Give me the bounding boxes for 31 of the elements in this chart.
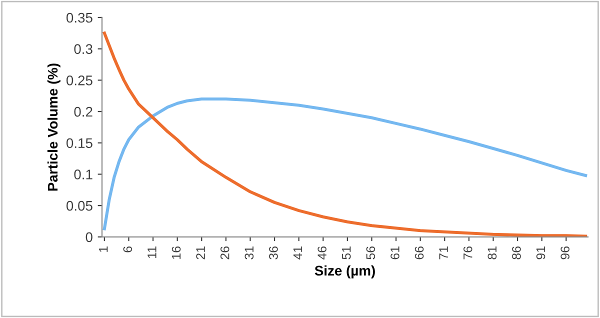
x-tick-label: 31 xyxy=(244,246,254,260)
x-tick-label: 1 xyxy=(99,246,108,252)
x-tick-label: 36 xyxy=(269,246,278,260)
x-tick-label: 66 xyxy=(414,246,424,260)
y-tick-label: 0 xyxy=(86,232,92,242)
x-tick-label: 81 xyxy=(488,246,497,260)
x-tick-label: 96 xyxy=(560,246,570,260)
x-tick-label: 16 xyxy=(172,246,181,259)
x-tick-label: 41 xyxy=(293,246,302,260)
x-tick-label: 11 xyxy=(148,246,156,258)
y-axis-title: Particle Volume (%) xyxy=(47,64,60,191)
y-tick-label: 0.3 xyxy=(74,44,92,54)
x-tick-label: 6 xyxy=(123,246,132,252)
y-tick-label: 0.05 xyxy=(66,200,92,211)
line-series xyxy=(102,97,588,230)
x-tick-label: 21 xyxy=(196,246,205,260)
x-tick-label: 51 xyxy=(342,246,351,260)
x-tick-label: 26 xyxy=(220,246,230,260)
x-tick-label: 61 xyxy=(390,246,400,260)
x-tick-label: 56 xyxy=(366,246,376,260)
y-tick-label: 0.25 xyxy=(66,76,92,86)
x-axis-title: Size (µm) xyxy=(314,265,375,278)
x-tick-label: 86 xyxy=(512,246,521,260)
x-tick-label: 71 xyxy=(439,246,448,260)
y-tick-label: 0.2 xyxy=(74,106,92,117)
x-tick-label: 76 xyxy=(463,246,472,260)
y-tick-label: 0.15 xyxy=(66,138,92,148)
x-tick-label: 46 xyxy=(318,246,326,260)
x-tick-label: 91 xyxy=(536,246,546,260)
y-tick-label: 0.35 xyxy=(66,12,92,23)
y-tick-label: 0.1 xyxy=(74,170,92,180)
